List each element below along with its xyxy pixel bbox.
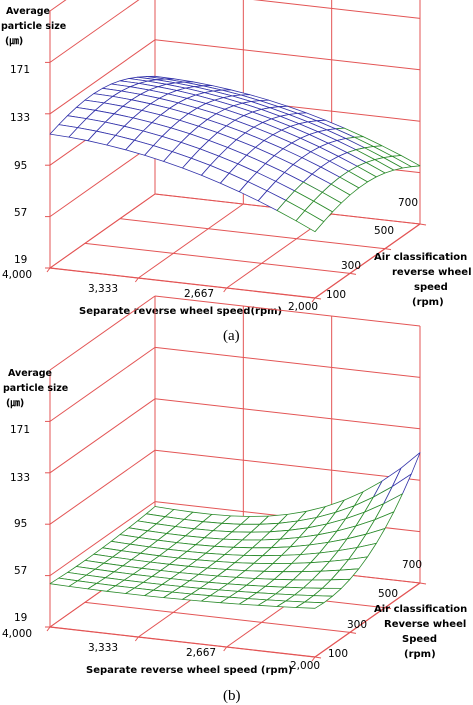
z-gridline-back-wall [154, 346, 421, 378]
y-axis-line [314, 582, 421, 658]
z-gridline-back-wall [253, 0, 421, 19]
z-gridline-back-wall [154, 449, 421, 481]
y-axis-label-line-3: speed [414, 282, 448, 293]
x-axis-label: Separate reverse wheel speed(rpm) [79, 306, 282, 317]
z-tick: 95 [14, 518, 27, 530]
y-tick-mark [384, 248, 392, 251]
y-tick: 100 [328, 648, 348, 660]
y-tick: 500 [374, 225, 394, 237]
x-tick: 3,333 [88, 642, 118, 654]
y-tick-mark [349, 272, 357, 275]
y-axis-line [314, 223, 421, 299]
z-gridline-left-wall [49, 398, 156, 474]
z-tick: 57 [14, 207, 27, 219]
z-gridline-left-wall [49, 142, 156, 218]
z-axis-label-line-3: (㎛) [5, 36, 23, 47]
chart-b: Average particle size (㎛) 171 133 95 57 … [2, 295, 467, 704]
z-tick: 95 [14, 160, 27, 172]
x-tick: 2,667 [184, 288, 214, 300]
x-axis-label: Separate reverse wheel speed (rpm) [86, 665, 293, 676]
y-axis-label-line-1: Air classification [374, 252, 467, 263]
z-tick: 133 [10, 112, 30, 124]
y-tick: 700 [402, 559, 422, 571]
z-gridline-left-wall [49, 0, 140, 63]
x-tick-mark [311, 297, 316, 303]
y-tick-mark [314, 656, 322, 659]
caption-b: (b) [223, 688, 241, 704]
x-tick: 4,000 [2, 628, 32, 640]
y-tick: 300 [341, 260, 361, 272]
y-tick: 300 [347, 619, 367, 631]
y-tick: 100 [326, 289, 346, 301]
floor-gridline [84, 601, 351, 633]
z-axis-label-line-3: (㎛) [6, 398, 24, 409]
floor-gridline [138, 203, 244, 279]
z-tick: 171 [10, 64, 30, 76]
floor-gridline [49, 193, 156, 269]
z-tick: 171 [10, 424, 30, 436]
x-tick-mark [134, 277, 139, 283]
y-tick-mark [419, 582, 427, 585]
surface-patch [295, 601, 325, 609]
z-gridline-back-wall [154, 398, 421, 430]
caption-a: (a) [223, 328, 240, 344]
y-axis-label-line-3: Speed [402, 634, 437, 645]
y-axis-label-line-4: (rpm) [412, 297, 444, 308]
z-gridline-left-wall [49, 346, 156, 422]
frame-edge [49, 295, 156, 371]
x-tick-mark [223, 287, 228, 293]
z-axis-label-line-2: particle size [3, 383, 68, 394]
x-tick: 3,333 [88, 283, 118, 295]
x-tick: 4,000 [2, 269, 32, 281]
x-tick-mark [311, 656, 316, 662]
y-tick: 500 [378, 588, 398, 600]
chart-a: Average particle size (㎛) 171 133 95 57 … [1, 0, 472, 344]
y-tick-mark [314, 297, 322, 300]
y-axis-label-line-4: (rpm) [404, 649, 436, 660]
x-axis-line [49, 626, 316, 658]
y-axis-label-line-1: Air classification [374, 604, 467, 615]
y-tick-mark [384, 607, 392, 610]
z-tick: 57 [14, 565, 27, 577]
x-tick: 2,667 [186, 647, 216, 659]
x-tick-mark [46, 626, 51, 632]
z-gridline-back-wall [154, 39, 421, 71]
z-gridline-left-wall [49, 501, 156, 577]
x-tick-mark [223, 646, 228, 652]
x-tick: 2,000 [290, 660, 320, 672]
surface-patch [295, 210, 325, 233]
y-tick-mark [349, 631, 357, 634]
x-axis-line [49, 267, 316, 299]
floor-gridline [119, 218, 386, 250]
y-axis-label-line-2: Reverse wheel [384, 619, 466, 630]
z-gridline-left-wall [49, 449, 156, 525]
z-tick: 19 [14, 612, 27, 624]
x-tick-mark [134, 636, 139, 642]
y-tick-mark [419, 223, 427, 226]
frame-edge [49, 0, 67, 12]
z-tick: 19 [14, 254, 27, 266]
z-axis-label-line-2: particle size [1, 21, 66, 32]
frame-edge [154, 295, 421, 327]
y-axis-label-line-2: reverse wheel [392, 267, 472, 278]
x-tick: 2,000 [288, 301, 318, 313]
floor-gridline [84, 242, 351, 274]
z-tick: 133 [10, 472, 30, 484]
z-axis-label-line-1: Average [6, 6, 50, 17]
z-gridline-left-wall [49, 39, 156, 115]
x-tick-mark [46, 267, 51, 273]
z-axis-label-line-1: Average [8, 368, 52, 379]
y-tick: 700 [398, 197, 418, 209]
